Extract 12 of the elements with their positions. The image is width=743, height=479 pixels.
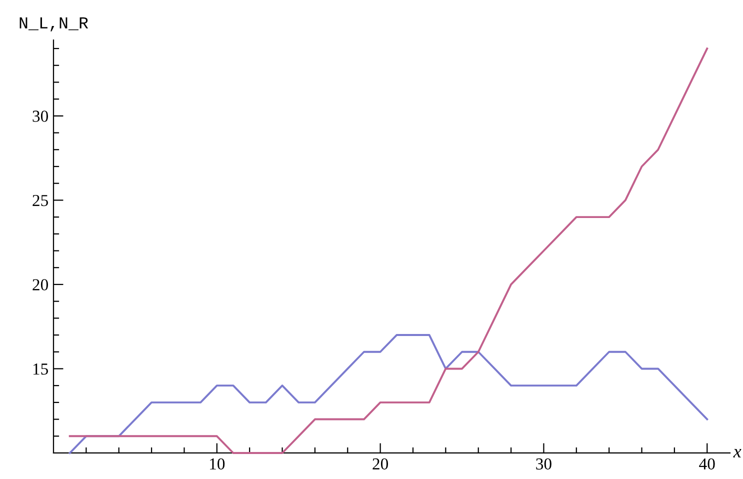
- x-tick-label: 30: [536, 458, 552, 470]
- line-series: [68, 334, 708, 454]
- y-tick-label: 30: [32, 110, 48, 122]
- line-series: [68, 48, 708, 454]
- x-tick-label: 20: [372, 458, 388, 470]
- x-tick-label: 40: [699, 458, 715, 470]
- x-tick-label: 10: [210, 458, 225, 470]
- x-axis-title: x: [733, 449, 742, 458]
- y-axis-title: N_L,N_R: [20, 17, 88, 32]
- y-tick-label: 20: [32, 279, 48, 290]
- y-tick-label: 15: [33, 364, 48, 375]
- y-tick-label: 25: [32, 194, 48, 206]
